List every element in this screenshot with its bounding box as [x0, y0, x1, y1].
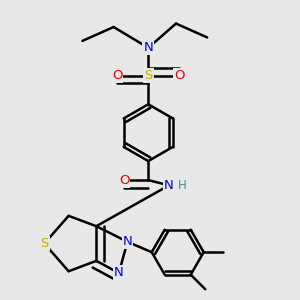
Text: N: N — [143, 41, 153, 54]
Text: S: S — [40, 237, 49, 250]
Text: N: N — [114, 266, 124, 280]
Text: S: S — [144, 69, 152, 82]
Text: H: H — [178, 179, 187, 192]
Text: O: O — [119, 174, 129, 187]
Text: N: N — [164, 179, 174, 192]
Text: O: O — [112, 69, 122, 82]
Text: O: O — [174, 69, 185, 82]
Text: N: N — [123, 235, 132, 248]
